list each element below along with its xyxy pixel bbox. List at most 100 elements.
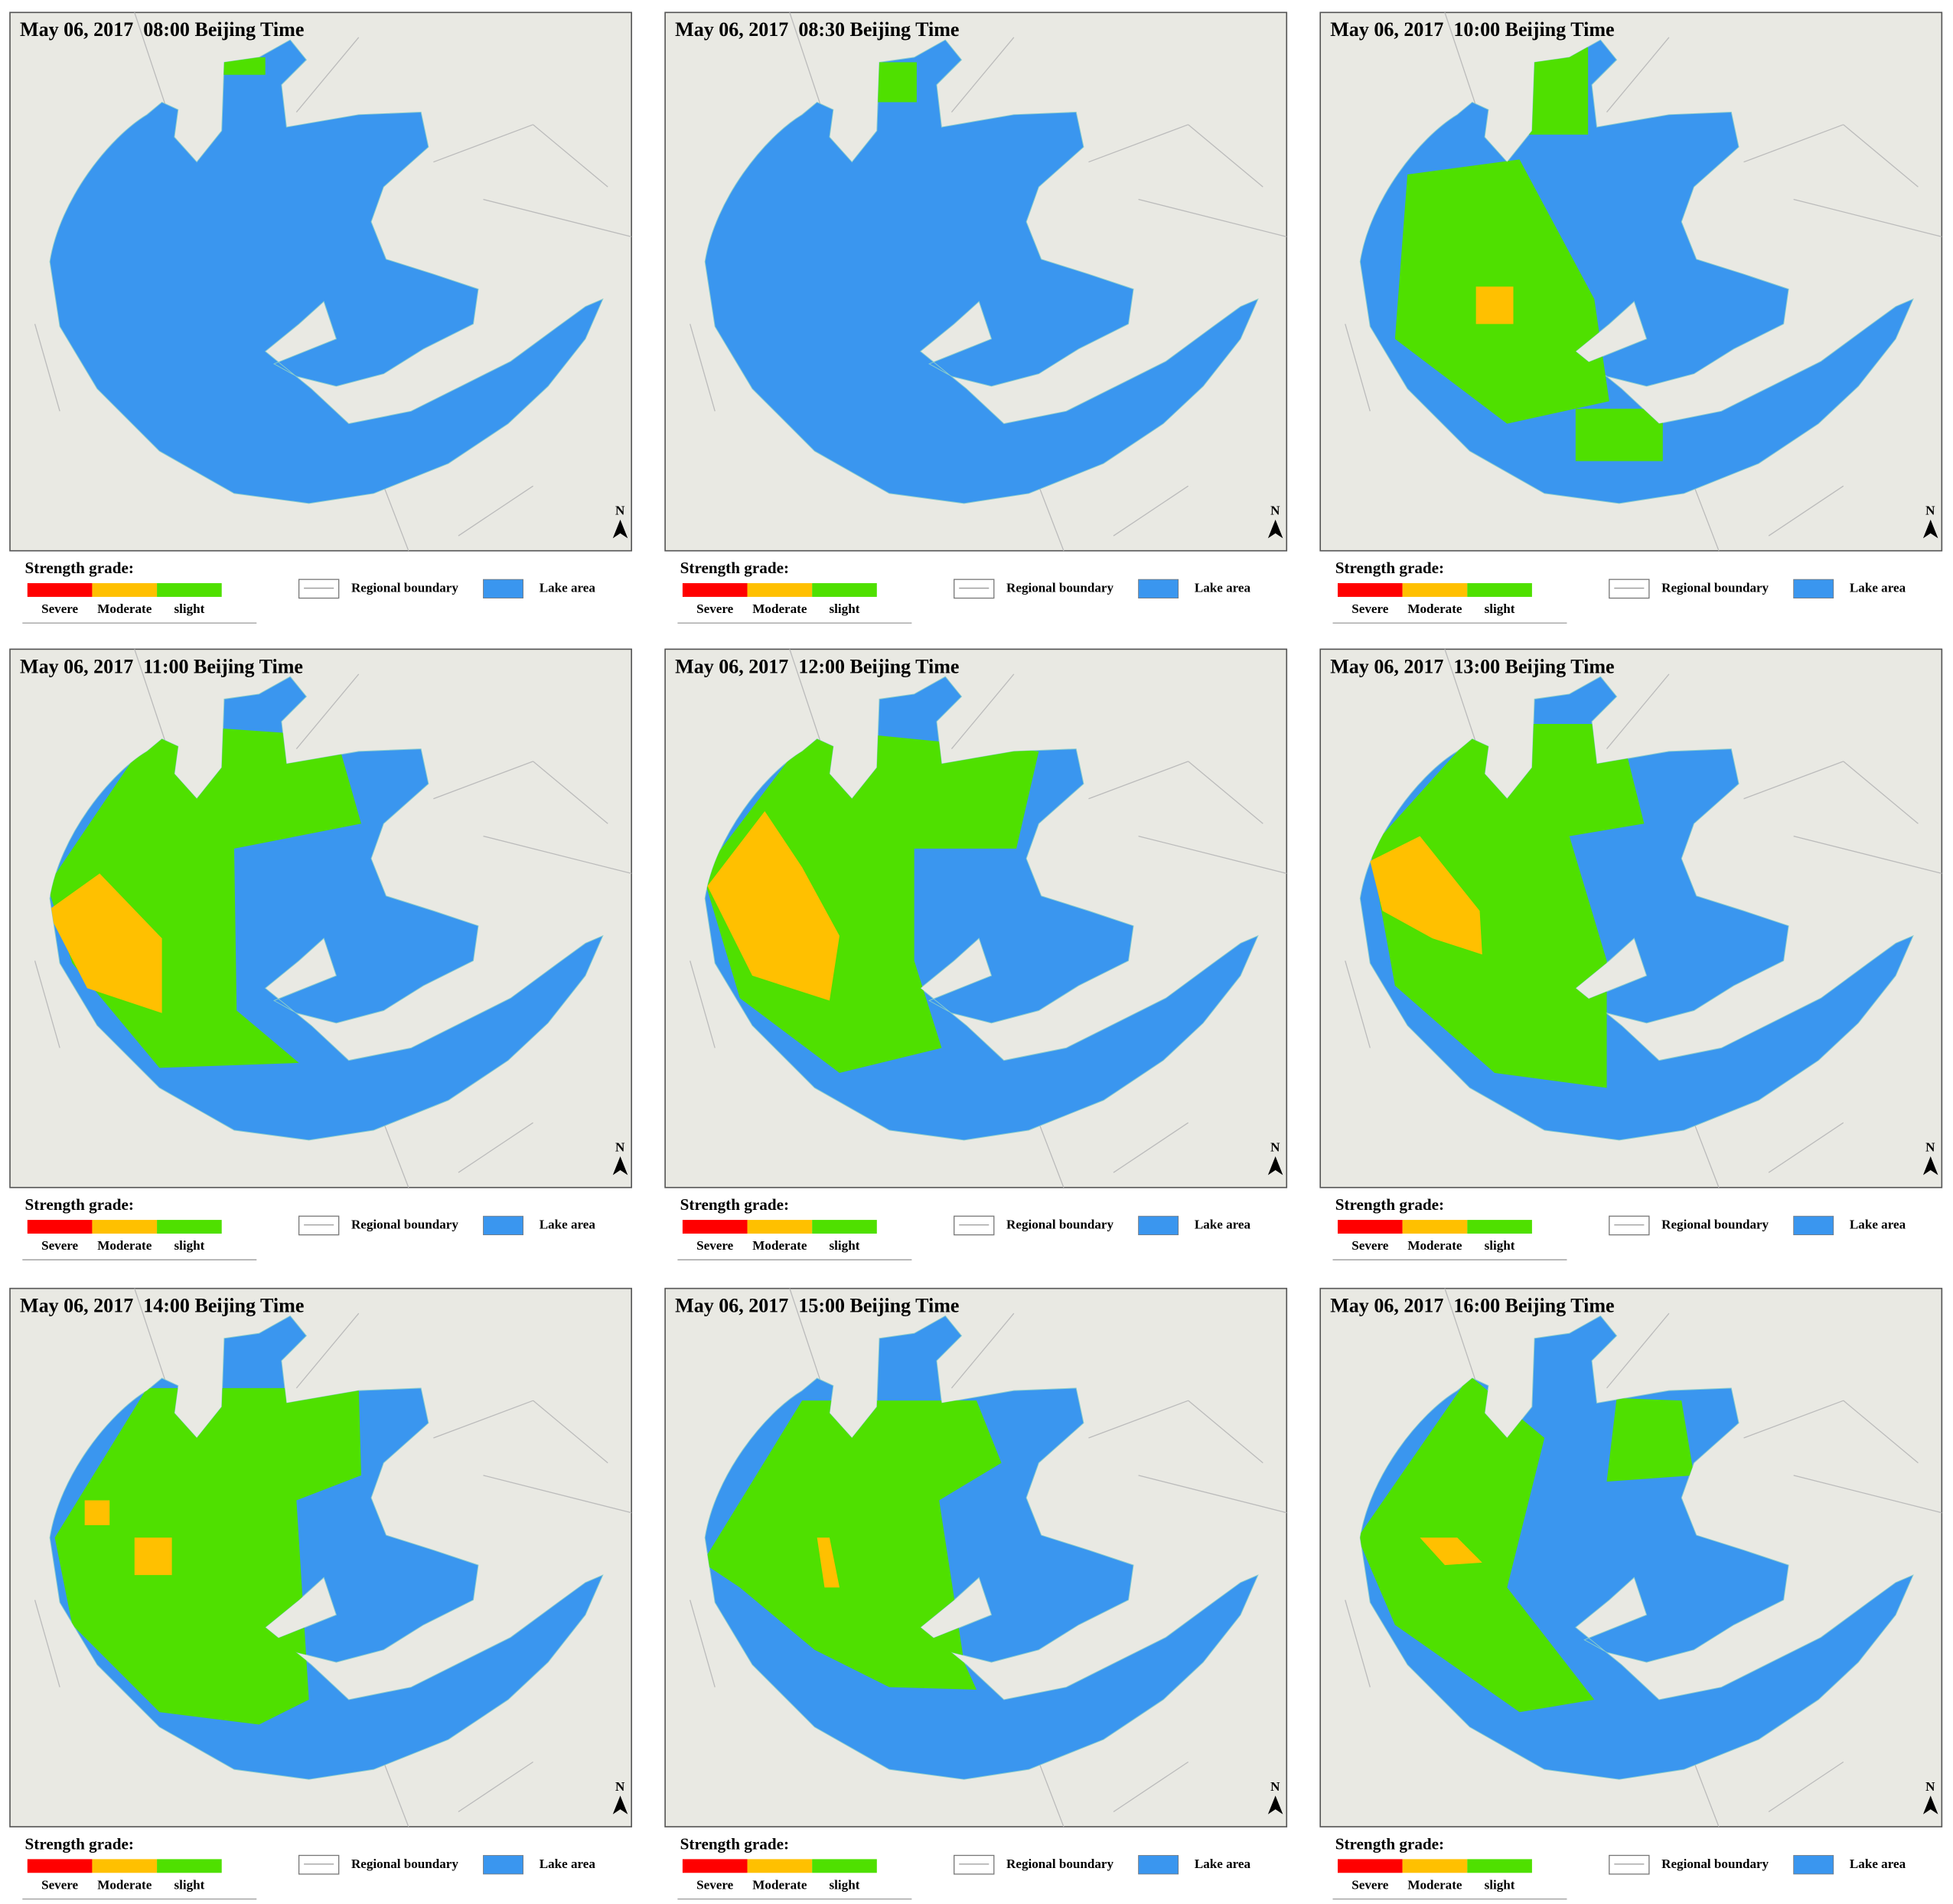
boundary-label: Regional boundary bbox=[1661, 1217, 1769, 1231]
bloom bbox=[1394, 47, 1663, 461]
regional-boundary bbox=[34, 1599, 60, 1687]
regional-boundary bbox=[1793, 835, 1942, 875]
regional-boundary bbox=[1768, 1761, 1844, 1813]
north-arrow bbox=[612, 1156, 628, 1175]
regional-boundary bbox=[483, 198, 632, 238]
bloom-patch bbox=[134, 1537, 172, 1576]
bloom bbox=[219, 57, 266, 75]
lake-swatch bbox=[1138, 1215, 1179, 1236]
bloom-patch bbox=[705, 729, 1039, 1073]
regional-boundary bbox=[1038, 485, 1065, 551]
north-arrow bbox=[1922, 1795, 1938, 1814]
regional-boundary bbox=[295, 1312, 360, 1389]
bloom-patch bbox=[54, 1387, 361, 1725]
bloom-patch bbox=[705, 1400, 1002, 1690]
lake-label: Lake area bbox=[1195, 580, 1251, 595]
boundary-label: Regional boundary bbox=[1006, 1217, 1113, 1231]
regional-boundary bbox=[483, 1475, 632, 1514]
regional-boundary bbox=[458, 1761, 533, 1813]
grade-swatch bbox=[1402, 583, 1468, 597]
north-label: N bbox=[1925, 1140, 1935, 1155]
north-label: N bbox=[1270, 1140, 1280, 1155]
grade-swatch bbox=[1467, 1220, 1532, 1234]
bloom-patch bbox=[84, 1500, 110, 1526]
grade-label: Severe bbox=[41, 602, 78, 616]
regional-boundary bbox=[383, 1762, 409, 1827]
grade-label: slight bbox=[830, 1238, 860, 1253]
grade-swatch bbox=[1467, 1859, 1532, 1873]
map-panel: May 06, 2017 12:00 Beijing Time N Strength… bbox=[664, 648, 1288, 1260]
grade-label: slight bbox=[174, 1238, 204, 1253]
bloom-patch bbox=[219, 57, 266, 75]
boundary-label: Regional boundary bbox=[1661, 580, 1769, 595]
regional-boundary bbox=[1793, 198, 1942, 238]
grade-label: Severe bbox=[1351, 1238, 1388, 1253]
boundary-swatch bbox=[298, 1215, 340, 1236]
regional-boundary bbox=[1038, 1122, 1065, 1188]
bloom-patch bbox=[1370, 724, 1645, 1088]
regional-boundary bbox=[1743, 124, 1844, 163]
grade-swatch bbox=[92, 1220, 158, 1234]
bloom-patch bbox=[707, 811, 840, 1001]
bloom-patch bbox=[872, 62, 917, 103]
regional-boundary bbox=[1188, 124, 1263, 187]
regional-boundary bbox=[533, 124, 608, 187]
grade-swatch bbox=[92, 583, 158, 597]
boundary-swatch bbox=[298, 579, 340, 599]
regional-boundary bbox=[1138, 1475, 1287, 1514]
legend-title: Strength grade: bbox=[680, 559, 789, 577]
regional-boundary bbox=[1113, 485, 1189, 536]
legend-title: Strength grade: bbox=[680, 1195, 789, 1214]
map-panel: May 06, 2017 16:00 Beijing Time N Strength… bbox=[1319, 1287, 1943, 1900]
grade-swatch bbox=[682, 1220, 748, 1234]
regional-boundary bbox=[690, 960, 716, 1048]
bloom-patch bbox=[1525, 47, 1589, 135]
bloom-patch bbox=[1360, 1375, 1595, 1713]
lake-swatch bbox=[1793, 1215, 1834, 1236]
panel-title: May 06, 2017 08:30 Beijing Time bbox=[675, 18, 959, 41]
north-label: N bbox=[1925, 1779, 1935, 1794]
bloom-patch bbox=[1420, 1537, 1482, 1566]
grade-label: Moderate bbox=[97, 1238, 152, 1253]
grade-label: Severe bbox=[696, 1238, 733, 1253]
north-arrow bbox=[1922, 1156, 1938, 1175]
grade-swatch bbox=[157, 583, 222, 597]
regional-boundary bbox=[1138, 835, 1287, 875]
regional-boundary bbox=[1768, 1122, 1844, 1173]
bloom-patch bbox=[817, 1537, 840, 1588]
lake-swatch bbox=[1138, 579, 1179, 598]
legend-title: Strength grade: bbox=[1335, 1834, 1444, 1853]
grade-label: slight bbox=[1485, 602, 1515, 616]
grade-label: slight bbox=[830, 1877, 860, 1892]
boundary-label: Regional boundary bbox=[351, 580, 458, 595]
panel-title: May 06, 2017 14:00 Beijing Time bbox=[20, 1295, 304, 1317]
north-label: N bbox=[1270, 503, 1280, 517]
regional-boundary bbox=[1345, 324, 1371, 412]
map-panel: May 06, 2017 15:00 Beijing Time N Strength… bbox=[664, 1287, 1288, 1900]
regional-boundary bbox=[458, 1122, 533, 1173]
grade-label: Severe bbox=[696, 1877, 733, 1892]
grade-label: Moderate bbox=[752, 1238, 807, 1253]
grade-label: slight bbox=[174, 1877, 204, 1892]
boundary-swatch bbox=[298, 1854, 340, 1875]
regional-boundary bbox=[1843, 1400, 1919, 1464]
grade-swatch bbox=[157, 1859, 222, 1873]
grade-swatch bbox=[812, 583, 877, 597]
regional-boundary bbox=[950, 1312, 1015, 1389]
regional-boundary bbox=[1088, 1400, 1188, 1439]
panel-title: May 06, 2017 10:00 Beijing Time bbox=[1330, 18, 1614, 41]
grade-label: Moderate bbox=[97, 602, 152, 616]
regional-boundary bbox=[295, 673, 360, 750]
bloom bbox=[54, 1387, 361, 1725]
regional-boundary bbox=[1088, 761, 1188, 800]
grade-swatch bbox=[1402, 1859, 1468, 1873]
regional-boundary bbox=[1113, 1761, 1189, 1813]
bloom bbox=[1360, 1375, 1694, 1713]
lake-swatch bbox=[483, 1215, 523, 1236]
legend-title: Strength grade: bbox=[25, 1195, 134, 1214]
grade-swatch bbox=[747, 1859, 813, 1873]
map-panel: May 06, 2017 10:00 Beijing Time N Strength… bbox=[1319, 11, 1943, 624]
grade-label: slight bbox=[174, 602, 204, 616]
regional-boundary bbox=[1768, 485, 1844, 536]
